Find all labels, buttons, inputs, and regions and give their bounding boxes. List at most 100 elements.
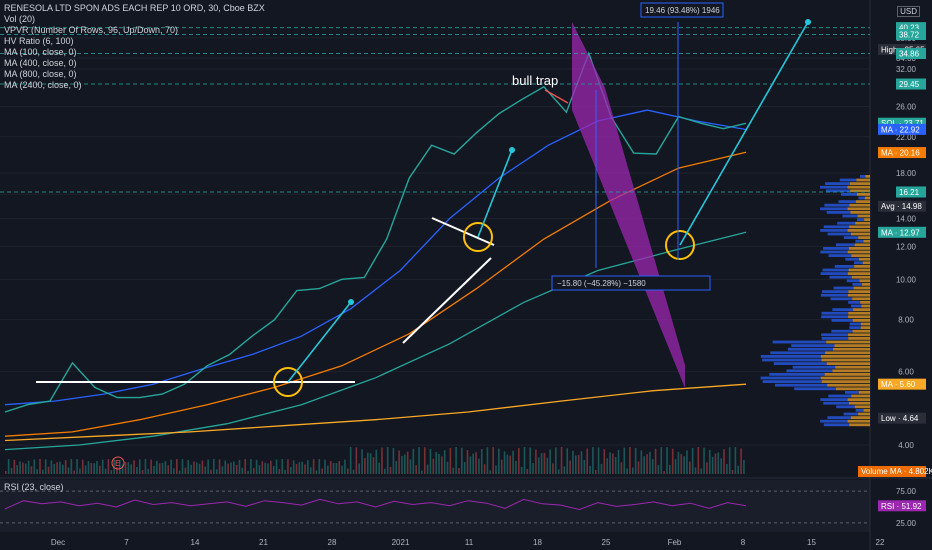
volume-bar — [583, 460, 586, 474]
volume-bar — [609, 452, 611, 474]
volume-bar — [520, 466, 523, 474]
volume-bar — [318, 459, 321, 474]
volume-bar — [614, 456, 617, 474]
volume-bar — [204, 466, 207, 474]
time-tick-label: Feb — [668, 538, 682, 547]
volume-bar — [76, 459, 78, 474]
volume-bar — [375, 449, 378, 474]
time-tick-label: 28 — [328, 538, 337, 547]
volume-bar — [649, 451, 651, 474]
vp-bar-down — [850, 189, 870, 193]
volume-bar — [178, 470, 181, 474]
legend-vpvr: VPVR (Number Of Rows, 96, Up/Down, 70) — [4, 25, 179, 35]
vp-bar-up — [838, 200, 856, 203]
volume-bar — [96, 460, 98, 474]
vp-bar-down — [848, 268, 870, 272]
volume-bar — [506, 454, 509, 474]
volume-bar — [557, 469, 560, 474]
volume-bar — [626, 468, 628, 474]
vp-bar-up — [823, 247, 849, 250]
vp-bar-down — [832, 369, 870, 373]
vp-bar-up — [850, 304, 862, 308]
wedge-lower-line — [402, 257, 492, 344]
volume-bar — [195, 462, 198, 474]
vp-bar-up — [769, 373, 825, 376]
time-tick-label: 7 — [124, 538, 129, 547]
volume-bar — [529, 447, 531, 474]
volume-bar — [207, 459, 209, 474]
volume-bar — [740, 448, 742, 474]
volume-bar — [415, 465, 417, 474]
price-tag-bg — [878, 147, 926, 159]
vp-bar-down — [826, 362, 870, 365]
volume-bar — [623, 447, 626, 474]
vp-bar-down — [857, 193, 870, 196]
volume-bar — [329, 461, 332, 474]
volume-bar — [620, 462, 623, 474]
vp-bar-up — [825, 189, 851, 193]
volume-bar — [594, 470, 597, 474]
time-tick-label: 2021 — [392, 538, 410, 547]
volume-bar — [677, 451, 680, 474]
vp-bar-up — [821, 311, 849, 315]
price-tag-bg — [896, 22, 926, 34]
vp-bar-up — [839, 178, 857, 182]
vp-bar-down — [850, 232, 870, 236]
vp-bar-down — [854, 265, 870, 268]
volume-bar — [515, 460, 517, 474]
volume-bar — [669, 464, 671, 474]
vp-bar-up — [822, 268, 849, 272]
volume-bar — [272, 466, 275, 474]
price-tag-bg — [896, 29, 926, 41]
price-tag-text: 38.72 — [899, 31, 920, 40]
vp-bar-down — [847, 398, 870, 401]
volume-bar — [101, 459, 104, 474]
volume-bar — [634, 447, 637, 474]
vp-bar-down — [849, 182, 870, 185]
legend-ma100: MA (100, close, 0) — [4, 47, 77, 57]
volume-bar — [389, 467, 392, 474]
volume-bar — [247, 470, 249, 474]
drop-box — [551, 275, 711, 291]
volume-bar — [275, 459, 278, 474]
volume-bar — [535, 449, 537, 474]
vp-bar-up — [794, 387, 836, 391]
vp-bar-down — [861, 304, 870, 308]
volume-bar — [47, 466, 50, 474]
time-axis: Dec 7 14 21 28 2021 11 18 25 Feb 8 15 22 — [51, 538, 885, 547]
time-tick-label: 11 — [465, 538, 474, 547]
volume-bar — [683, 456, 685, 474]
volume-bar — [597, 447, 600, 474]
vp-bar-down — [858, 236, 870, 239]
volume-bar — [141, 470, 144, 474]
volume-bar — [264, 462, 266, 474]
volume-bar — [572, 450, 574, 474]
vp-bar-down — [834, 344, 870, 347]
vp-bar-up — [773, 362, 827, 365]
volume-bar — [36, 469, 38, 474]
price-tag-text: 16.21 — [899, 188, 920, 197]
volume-bar — [5, 471, 7, 474]
volume-bar — [475, 452, 477, 474]
vp-bar-up — [821, 337, 849, 340]
vp-bar-down — [824, 373, 870, 376]
volume-bar — [93, 463, 95, 474]
vp-bar-up — [787, 347, 834, 351]
wedge-upper-line — [431, 217, 495, 246]
volume-bar — [164, 461, 167, 474]
volume-bar — [167, 465, 170, 474]
vp-bar-down — [851, 275, 870, 279]
rsi-tick-label: 25.00 — [896, 519, 917, 528]
rise-label: 19.46 (93.48%) 1946 — [645, 6, 720, 15]
price-tick-label: 12.00 — [896, 242, 917, 251]
volume-bar — [198, 463, 201, 474]
volume-bar — [153, 465, 155, 474]
volume-bar — [355, 447, 358, 474]
price-tick-label: 18.00 — [896, 169, 917, 178]
price-tick-label: 22.00 — [896, 133, 917, 142]
price-tick-label: 10.00 — [896, 275, 917, 284]
time-tick-label: 25 — [602, 538, 611, 547]
legend-title: RENESOLA LTD SPON ADS EACH REP 10 ORD, 3… — [4, 3, 265, 13]
volume-bar — [218, 459, 221, 474]
